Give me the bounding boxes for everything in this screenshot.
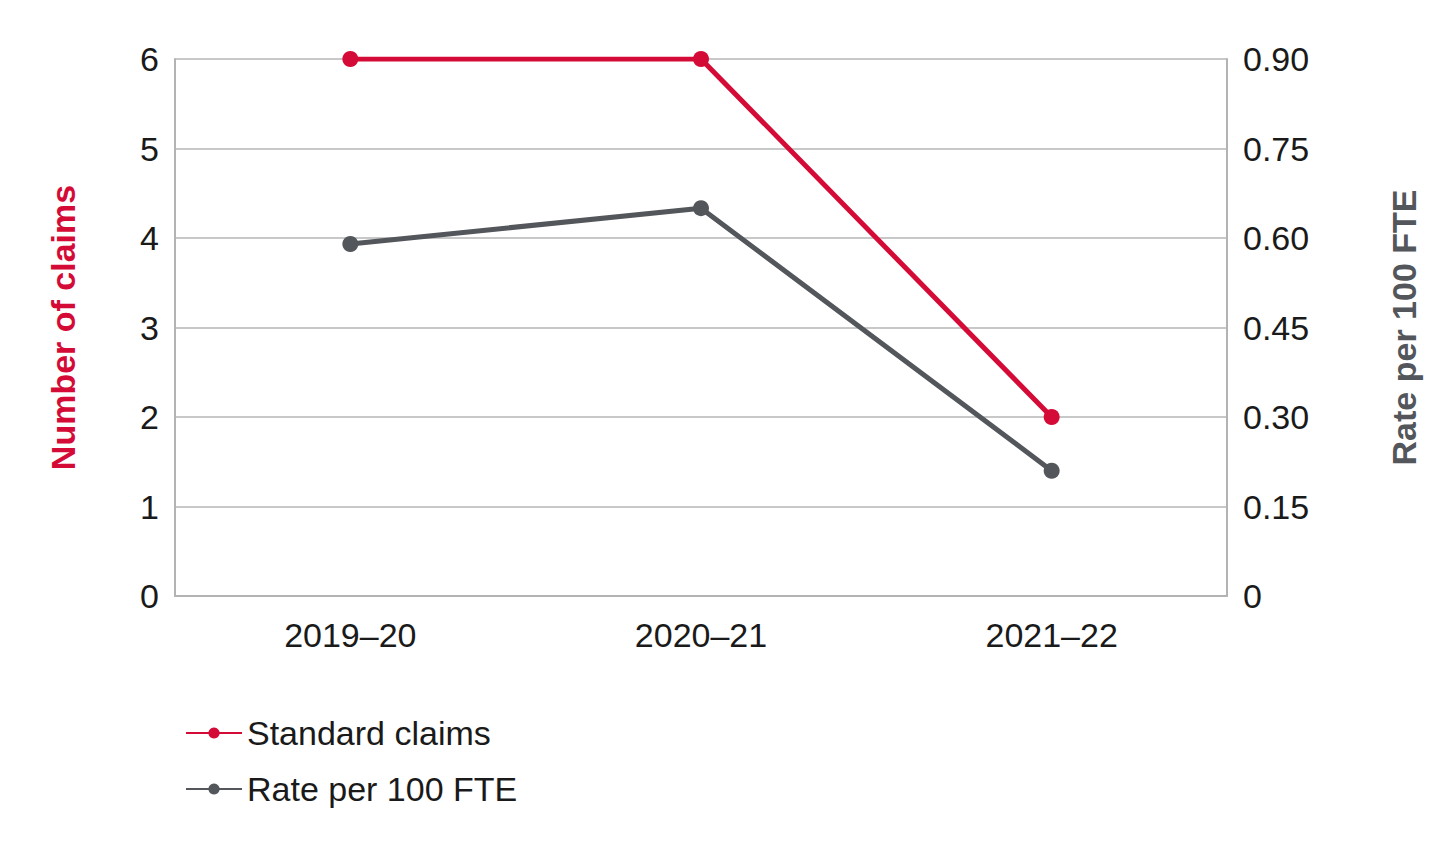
svg-text:3: 3 — [140, 309, 159, 347]
svg-text:Rate per 100 FTE: Rate per 100 FTE — [1385, 190, 1423, 466]
svg-text:Number of claims: Number of claims — [44, 185, 82, 470]
svg-text:0: 0 — [1243, 577, 1262, 615]
svg-text:0.30: 0.30 — [1243, 398, 1309, 436]
svg-text:2021–22: 2021–22 — [985, 616, 1117, 654]
svg-text:0.45: 0.45 — [1243, 309, 1309, 347]
svg-text:Rate per 100 FTE: Rate per 100 FTE — [247, 770, 517, 808]
svg-text:Standard claims: Standard claims — [247, 714, 491, 752]
svg-text:4: 4 — [140, 219, 159, 257]
svg-text:2019–20: 2019–20 — [284, 616, 416, 654]
svg-text:0.90: 0.90 — [1243, 40, 1309, 78]
svg-text:2020–21: 2020–21 — [635, 616, 767, 654]
svg-text:0.15: 0.15 — [1243, 488, 1309, 526]
svg-text:5: 5 — [140, 130, 159, 168]
svg-text:0.75: 0.75 — [1243, 130, 1309, 168]
svg-text:1: 1 — [140, 488, 159, 526]
svg-text:0.60: 0.60 — [1243, 219, 1309, 257]
svg-text:6: 6 — [140, 40, 159, 78]
svg-text:0: 0 — [140, 577, 159, 615]
svg-text:2: 2 — [140, 398, 159, 436]
